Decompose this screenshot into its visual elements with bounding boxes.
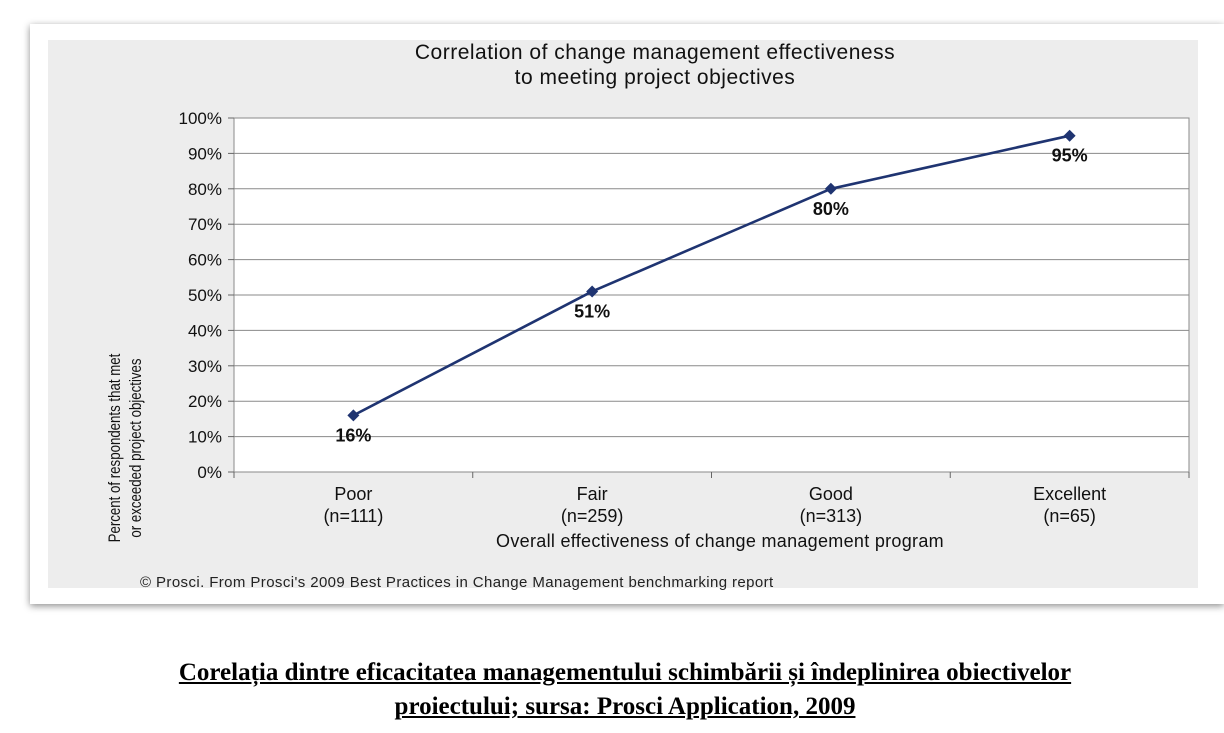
chart-title: Correlation of change management effecti… [30,40,1224,90]
x-tick-sample-size: (n=65) [1043,506,1096,526]
x-tick-label: Fair [577,484,608,504]
data-point-marker [824,182,837,195]
gridlines [234,152,1189,438]
y-tick-label: 80% [188,180,222,199]
y-tick-label: 100% [179,109,222,128]
y-tick-label: 20% [188,392,222,411]
y-axis-label-line-2: or exceeded project objectives [126,358,145,538]
y-tick-label: 90% [188,144,222,163]
x-tick-sample-size: (n=313) [800,506,863,526]
x-tick-label: Poor [334,484,372,504]
data-labels: 16% 51% 80% 95% [335,146,1087,446]
x-tick-label: Good [809,484,853,504]
chart-title-line-2: to meeting project objectives [514,66,796,89]
x-tick-label: Excellent [1033,484,1106,504]
copyright-footnote: © Prosci. From Prosci's 2009 Best Practi… [140,574,774,591]
y-axis-label-line-1: Percent of respondents that met [105,353,124,543]
caption-line-2: proiectului; sursa: Prosci Application, … [394,693,856,720]
y-axis-ticks: 0% 10% 20% 30% 40% 50% 60% 70% 80% 90% 100% [179,109,234,482]
data-label: 80% [813,199,849,219]
data-point-marker [586,285,599,298]
chart-frame: 0% 10% 20% 30% 40% 50% 60% 70% 80% 90% 100% Poor (n… [30,24,1224,604]
data-label: 51% [574,301,610,321]
y-tick-label: 60% [188,251,222,270]
data-label: 16% [335,425,371,445]
x-tick-sample-size: (n=259) [561,506,624,526]
data-point-marker [1063,129,1076,142]
y-tick-label: 30% [188,357,222,376]
y-tick-label: 50% [188,286,222,305]
y-tick-label: 70% [188,215,222,234]
x-tick-sample-size: (n=111) [323,506,383,526]
series-line [347,129,1076,422]
y-axis-label: Percent of respondents that met or excee… [104,339,146,557]
x-axis-label: Overall effectiveness of change manageme… [496,531,944,551]
y-tick-label: 0% [197,463,222,482]
line-chart: 0%10%20%30%40%50%60%70%80%90%100% Poor(n… [48,40,1198,588]
caption-line-1: Corelația dintre eficacitatea management… [178,659,1072,686]
series-line-path [352,134,1070,417]
data-label: 95% [1052,146,1088,166]
y-tick-label: 40% [188,321,222,340]
chart-title-line-1: Correlation of change management effecti… [414,41,896,64]
data-point-marker [347,409,360,422]
y-tick-label: 10% [188,428,222,447]
x-axis-ticks: Poor(n=111) Fair(n=259) Good(n=313) Excelle… [233,472,1190,526]
figure-caption: Corelația dintre eficacitatea management… [0,656,1224,724]
